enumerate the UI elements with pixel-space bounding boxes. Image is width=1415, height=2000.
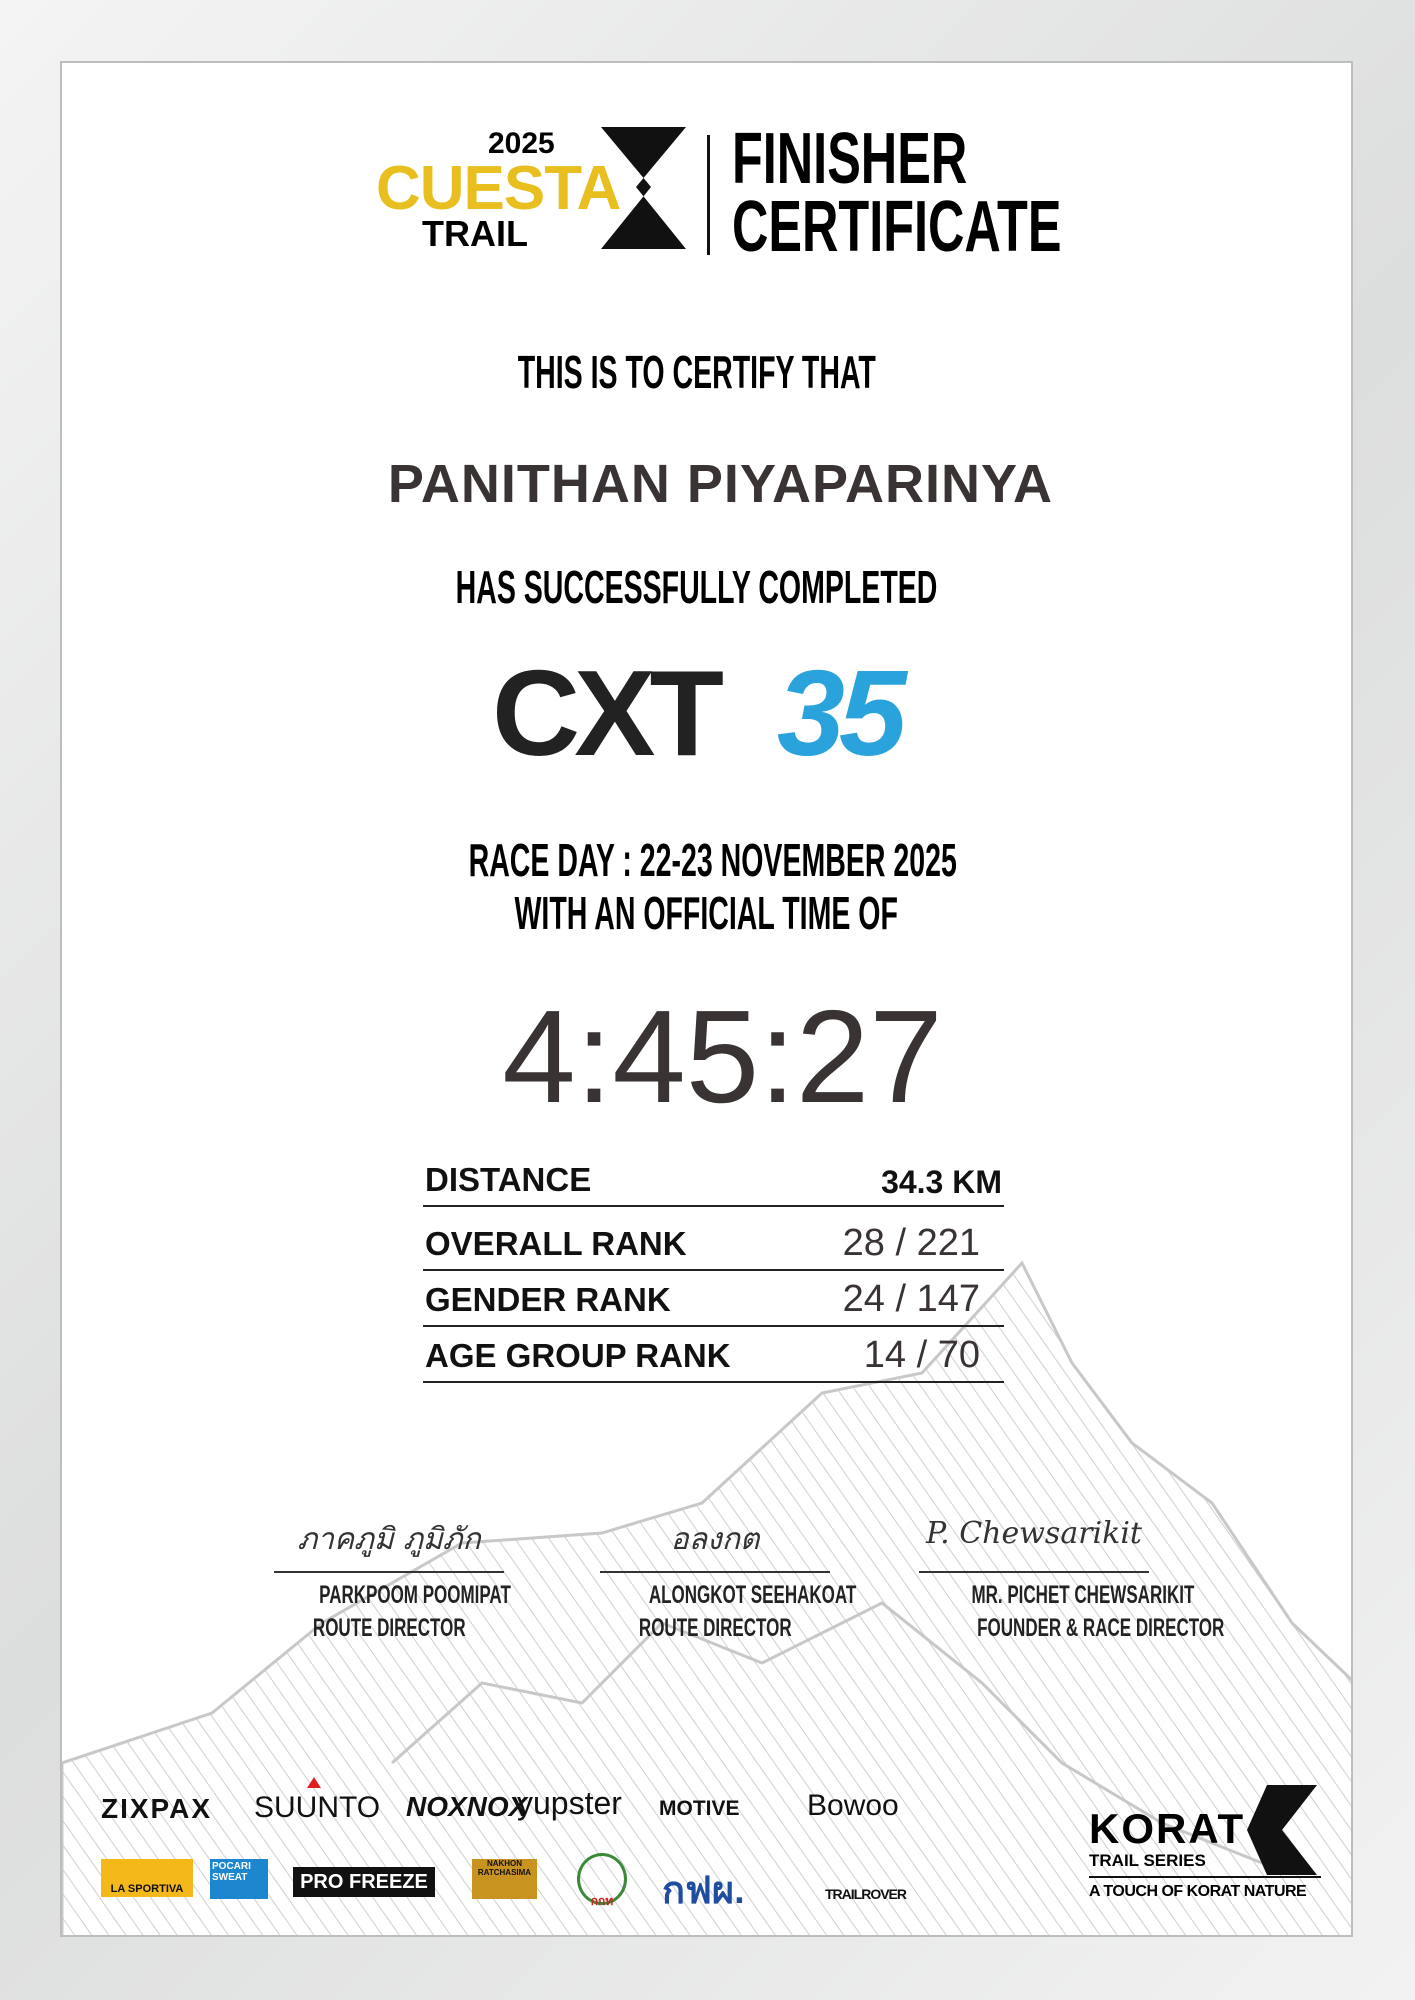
result-row-age-group: AGE GROUP RANK 14 / 70 (423, 1327, 1004, 1383)
completed-text: HAS SUCCESSFULLY COMPLETED (455, 561, 938, 613)
signature-block-2: อลงกต ALONGKOT SEEHAKOAT ROUTE DIRECTOR (600, 1516, 856, 1647)
certificate-title: FINISHER CERTIFICATE (732, 119, 1092, 267)
signature-image: P. Chewsarikit (926, 1516, 1142, 1551)
sponsor-motive: MOTIVE (659, 1797, 740, 1820)
result-row-gender: GENDER RANK 24 / 147 (423, 1271, 1004, 1327)
title-line2: CERTIFICATE (732, 187, 1062, 267)
result-row-overall: OVERALL RANK 28 / 221 (423, 1215, 1004, 1271)
race-prefix: CXT (492, 645, 724, 781)
korat-trail-series-logo: KORAT TRAIL SERIES A TOUCH OF KORAT NATU… (1087, 1785, 1327, 1905)
race-distance-code: 35 (777, 645, 907, 781)
logo-name: CUESTA (376, 154, 621, 223)
mountain-illustration (62, 1260, 1351, 1935)
logo-year: 2025 (488, 127, 555, 160)
certify-text: THIS IS TO CERTIFY THAT (517, 346, 876, 398)
result-row-distance: DISTANCE 34.3 KM (423, 1161, 1004, 1207)
divider (707, 135, 710, 255)
signature-image: ภาคภูมิ ภูมิภัก (297, 1522, 481, 1557)
sponsor-egat: กฟผ. (662, 1870, 745, 1912)
cxt35-logo: CXT 35 (492, 643, 942, 793)
sponsor-suunto: SUUNTO (254, 1791, 381, 1824)
signature-image: อลงกต (670, 1522, 760, 1557)
sponsor-sports-authority: กกท (577, 1853, 627, 1908)
official-time-label: WITH AN OFFICIAL TIME OF (514, 887, 899, 939)
sponsor-pro-freeze: PRO FREEZE (293, 1867, 435, 1897)
x-mark-icon (601, 127, 686, 249)
official-time: 4:45:27 (502, 983, 943, 1130)
sponsor-pocari-sweat: POCARI SWEAT (210, 1859, 268, 1899)
logo-sub: TRAIL (422, 213, 528, 254)
sponsor-nakhon-ratchasima: NAKHON RATCHASIMA (472, 1859, 537, 1899)
signature-block-3: P. Chewsarikit MR. PICHET CHEWSARIKIT FOU… (919, 1516, 1224, 1647)
certificate: 2025 CUESTA TRAIL FINISHER CERTIFICATE T… (60, 61, 1353, 1937)
participant-name: PANITHAN PIYAPARINYA (387, 454, 1054, 514)
sponsor-trailrover: TRAILROVER (825, 1886, 907, 1902)
title-line1: FINISHER (732, 119, 968, 199)
sponsor-bowoo: Bowoo (807, 1789, 899, 1822)
signature-block-1: ภาคภูมิ ภูมิภัก PARKPOOM POOMIPAT ROUTE D… (274, 1516, 511, 1647)
suunto-triangle-icon (307, 1777, 321, 1788)
sponsor-noxnox: NOXNOX (406, 1791, 528, 1822)
cuesta-trail-logo: 2025 CUESTA TRAIL (376, 127, 696, 254)
race-day: RACE DAY : 22-23 NOVEMBER 2025 (468, 834, 957, 886)
x-mark-icon (1247, 1785, 1317, 1875)
sponsor-la-sportiva: LA SPORTIVA (101, 1859, 193, 1897)
sponsor-zixpax: ZIXPAX (101, 1793, 213, 1824)
sponsor-yupster: yupster (517, 1785, 622, 1821)
